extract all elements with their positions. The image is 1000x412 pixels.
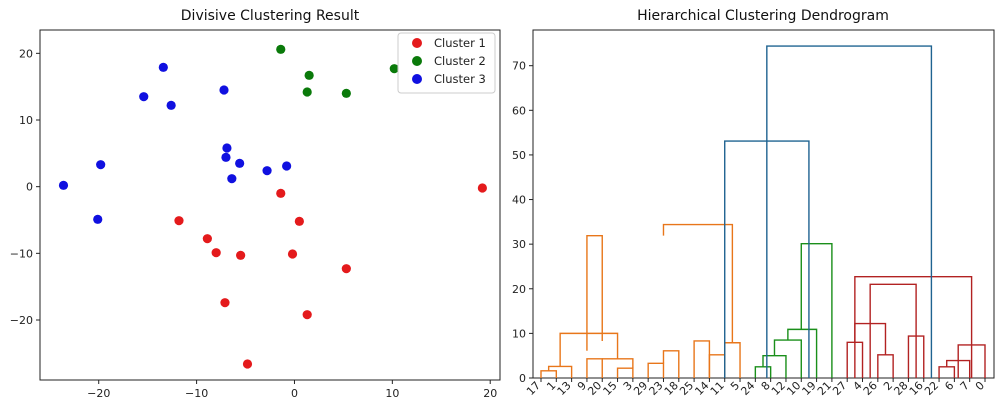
scatter-point-cluster-1 bbox=[211, 248, 221, 258]
scatter-point-cluster-3 bbox=[227, 174, 237, 184]
dendrogram-link-blue bbox=[766, 45, 933, 378]
scatter-point-cluster-2 bbox=[302, 87, 312, 97]
scatter-panel: Divisive Clustering Result −20 −10 0 10 20−2… bbox=[10, 8, 501, 400]
dendrogram-link-green bbox=[773, 339, 802, 378]
dendrogram-link-orange bbox=[586, 358, 603, 378]
scatter-point-cluster-1 bbox=[242, 359, 253, 369]
scatter-point-cluster-2 bbox=[276, 44, 286, 54]
scatter-ytick-label: 10 bbox=[19, 114, 33, 127]
scatter-points bbox=[58, 44, 487, 369]
scatter-point-cluster-3 bbox=[221, 152, 231, 162]
dendrogram-title: Hierarchical Clustering Dendrogram bbox=[637, 8, 889, 24]
scatter-point-cluster-3 bbox=[262, 166, 272, 176]
scatter-point-cluster-1 bbox=[477, 183, 487, 193]
scatter-ytick-label: −20 bbox=[10, 314, 33, 327]
dendrogram-ytick-label: 60 bbox=[512, 104, 526, 117]
dendrogram-link-orange bbox=[586, 234, 603, 351]
scatter-point-cluster-3 bbox=[235, 158, 245, 168]
scatter-point-cluster-3 bbox=[166, 100, 176, 110]
scatter-xtick-label: −10 bbox=[185, 387, 208, 400]
legend-box bbox=[397, 32, 496, 94]
dendrogram-ytick-label: 40 bbox=[512, 194, 526, 207]
scatter-axes-frame bbox=[39, 29, 501, 381]
scatter-point-cluster-3 bbox=[93, 214, 103, 224]
scatter-ticks: −20 −10 0 10 20 −20 −10 0 10 20 bbox=[10, 47, 497, 400]
legend-label-cluster-2: Cluster 2 bbox=[434, 54, 486, 68]
scatter-point-cluster-1 bbox=[341, 264, 351, 274]
scatter-point-cluster-3 bbox=[222, 143, 232, 153]
dendrogram-link-orange bbox=[540, 370, 558, 378]
dendrogram-link-red bbox=[869, 283, 917, 378]
scatter-point-cluster-1 bbox=[174, 216, 184, 226]
scatter-point-cluster-1 bbox=[220, 298, 230, 308]
dendrogram-links bbox=[540, 45, 986, 378]
scatter-xtick-label: 0 bbox=[291, 387, 298, 400]
scatter-point-cluster-3 bbox=[158, 62, 168, 72]
dendrogram-link-orange bbox=[602, 358, 634, 369]
dendrogram-ytick-label: 0 bbox=[519, 372, 526, 385]
scatter-point-cluster-3 bbox=[219, 85, 229, 95]
scatter-title: Divisive Clustering Result bbox=[181, 8, 360, 24]
scatter-point-cluster-1 bbox=[236, 250, 246, 260]
dendrogram-ytick-label: 30 bbox=[512, 238, 526, 251]
scatter-ytick-label: 20 bbox=[19, 47, 33, 60]
scatter-point-cluster-3 bbox=[139, 92, 149, 102]
scatter-xtick-label: 10 bbox=[385, 387, 399, 400]
scatter-point-cluster-2 bbox=[341, 88, 351, 98]
dendrogram-link-orange bbox=[559, 332, 619, 367]
dendrogram-link-green bbox=[800, 243, 833, 378]
scatter-point-cluster-1 bbox=[302, 310, 312, 320]
dendrogram-link-orange bbox=[662, 350, 680, 378]
legend-label-cluster-3: Cluster 3 bbox=[434, 72, 486, 86]
scatter-point-cluster-3 bbox=[96, 160, 106, 170]
scatter-xtick-label: 20 bbox=[483, 387, 497, 400]
scatter-point-cluster-1 bbox=[276, 188, 286, 198]
dendrogram-ytick-label: 70 bbox=[512, 60, 526, 73]
legend-label-cluster-1: Cluster 1 bbox=[434, 36, 486, 50]
dendrogram-link-red bbox=[854, 276, 973, 378]
dendrogram-link-green bbox=[787, 328, 818, 378]
scatter-point-cluster-2 bbox=[389, 64, 399, 74]
dendrogram-yticks: 0 10 20 30 40 50 60 70 bbox=[512, 60, 533, 385]
legend-marker-cluster-2 bbox=[412, 56, 422, 66]
scatter-point-cluster-3 bbox=[58, 180, 69, 190]
legend-marker-cluster-3 bbox=[412, 74, 422, 84]
scatter-point-cluster-1 bbox=[287, 249, 298, 259]
dendrogram-ytick-label: 50 bbox=[512, 149, 526, 162]
dendrogram-ytick-label: 10 bbox=[512, 327, 526, 340]
scatter-ytick-label: −10 bbox=[10, 247, 33, 260]
scatter-point-cluster-1 bbox=[294, 216, 304, 226]
dendrogram-link-orange bbox=[647, 362, 665, 378]
scatter-xtick-label: −20 bbox=[87, 387, 110, 400]
legend-marker-cluster-1 bbox=[412, 38, 422, 48]
scatter-point-cluster-3 bbox=[282, 161, 292, 171]
scatter-ytick-label: 0 bbox=[26, 181, 33, 194]
dendrogram-axes-frame bbox=[532, 29, 995, 379]
dendrogram-link-orange bbox=[662, 223, 734, 343]
scatter-legend: Cluster 1 Cluster 2 Cluster 3 bbox=[397, 32, 496, 94]
dendrogram-link-orange bbox=[616, 367, 634, 378]
scatter-point-cluster-1 bbox=[202, 234, 212, 244]
dendrogram-ytick-label: 20 bbox=[512, 283, 526, 296]
scatter-point-cluster-2 bbox=[304, 70, 314, 80]
